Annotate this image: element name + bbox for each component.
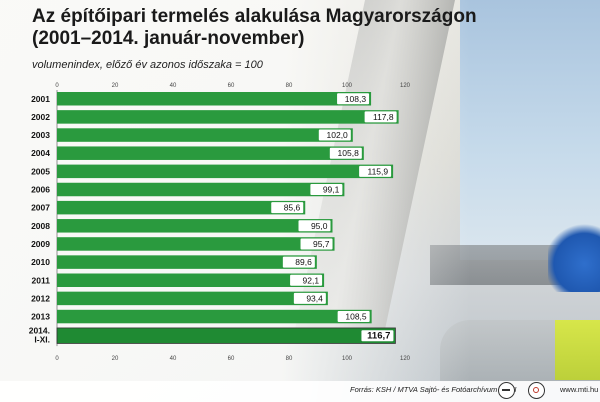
bar: [57, 237, 335, 251]
bar: [57, 309, 372, 324]
value-label: 93,4: [306, 293, 323, 303]
x-tick-label-top: 60: [228, 83, 235, 89]
x-tick-label-bottom: 80: [286, 356, 293, 362]
chart-title: Az építőipari termelés alakulása Magyaro…: [32, 6, 477, 50]
category-label: 2003: [31, 130, 50, 140]
category-label: 2004: [31, 148, 50, 158]
value-label-box: [318, 129, 351, 141]
bar: [57, 273, 325, 287]
bar: [57, 291, 328, 306]
category-label: 2008: [31, 221, 50, 231]
x-tick-label-bottom: 60: [228, 356, 235, 362]
bar: [57, 219, 333, 233]
x-tick-label-top: 0: [55, 83, 59, 89]
bar: [57, 200, 306, 215]
footer-url[interactable]: www.mti.hu: [560, 385, 599, 394]
value-label: 115,9: [367, 166, 388, 176]
bar: [57, 146, 364, 160]
x-tick-label-top: 40: [170, 83, 177, 89]
value-label: 108,3: [345, 94, 367, 104]
value-label: 105,8: [338, 148, 360, 158]
bar: [56, 327, 396, 344]
category-label: 2006: [31, 185, 50, 195]
footer-source: Forrás: KSH / MTVA Sajtó- és Fotóarchívu…: [350, 385, 517, 394]
x-tick-label-bottom: 20: [112, 356, 119, 362]
sky-area: [460, 0, 600, 260]
category-label: 2007: [31, 203, 50, 213]
value-label-box: [293, 292, 326, 304]
bar: [57, 92, 372, 106]
value-label: 95,7: [313, 239, 330, 249]
value-label: 95,0: [311, 221, 328, 231]
value-label-box: [271, 202, 304, 214]
value-label-box: [364, 111, 397, 123]
x-tick-label-top: 20: [112, 83, 119, 89]
value-label: 117,8: [373, 112, 394, 122]
value-label-box: [290, 274, 323, 286]
value-label-box: [300, 238, 333, 250]
bar: [57, 164, 394, 179]
value-label-box: [298, 220, 331, 232]
value-label-box: [359, 165, 392, 177]
value-label-box: [337, 311, 370, 323]
bar: [57, 255, 317, 269]
category-label: 2010: [31, 257, 50, 267]
value-label-box: [361, 330, 394, 342]
value-label: 85,6: [284, 203, 301, 213]
category-label: 2014.: [29, 326, 50, 336]
category-label: 2011: [32, 275, 51, 285]
hard-hat-image: [548, 222, 600, 292]
x-tick-label-top: 100: [342, 83, 353, 89]
x-tick-label-top: 80: [286, 83, 293, 89]
bar: [57, 182, 345, 197]
category-label: 2009: [31, 239, 50, 249]
mti-logo-icon: [528, 382, 545, 399]
bar: [57, 110, 399, 124]
value-label-box: [329, 147, 362, 159]
category-label: 2013: [31, 312, 50, 322]
value-label: 89,6: [295, 257, 312, 267]
x-tick-label-bottom: 0: [55, 356, 59, 362]
title-line-1: Az építőipari termelés alakulása Magyaro…: [32, 6, 477, 27]
footer: [0, 381, 600, 402]
x-tick-label-top: 120: [400, 83, 411, 89]
category-label: 2005: [31, 166, 50, 176]
category-label: 2012: [31, 293, 50, 303]
bar: [57, 128, 353, 142]
value-label-box: [337, 93, 370, 105]
category-label: 2002: [31, 112, 50, 122]
value-label: 92,1: [303, 275, 320, 285]
x-tick-label-bottom: 120: [400, 356, 411, 362]
chart-subtitle: volumenindex, előző év azonos időszaka =…: [32, 59, 263, 71]
category-label: I-XI.: [34, 335, 50, 345]
safety-vest-image: [555, 320, 600, 380]
value-label-box: [310, 184, 343, 195]
value-label-box: [282, 256, 315, 268]
title-line-2: (2001–2014. január-november): [32, 28, 305, 49]
value-label: 102,0: [327, 130, 349, 140]
x-tick-label-bottom: 40: [170, 356, 177, 362]
value-label: 116,7: [367, 331, 390, 342]
value-label: 99,1: [323, 185, 340, 195]
value-label: 108,5: [345, 312, 367, 322]
category-label: 2001: [31, 94, 50, 104]
mtva-logo-icon: [498, 382, 515, 399]
x-tick-label-bottom: 100: [342, 356, 353, 362]
